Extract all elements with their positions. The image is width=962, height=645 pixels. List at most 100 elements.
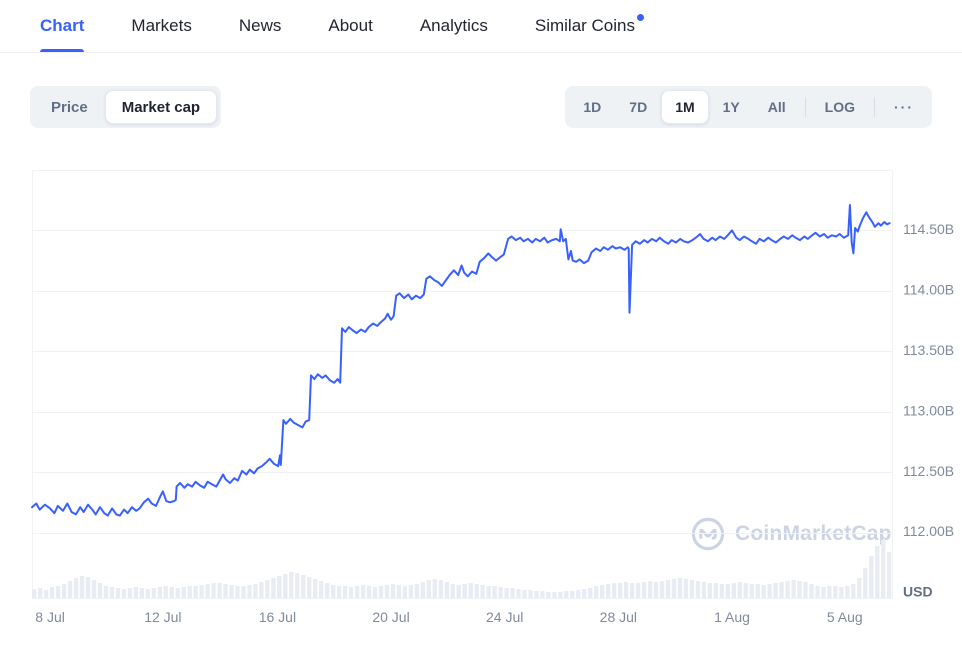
volume-bar <box>420 582 425 598</box>
volume-bar <box>139 588 144 598</box>
range-all-button[interactable]: All <box>754 90 800 124</box>
volume-bar <box>677 578 683 598</box>
range-1y-button[interactable]: 1Y <box>709 90 754 124</box>
tab-analytics[interactable]: Analytics <box>420 0 488 52</box>
volume-bar <box>91 580 97 598</box>
volume-bar <box>623 582 629 598</box>
x-axis-label: 24 Jul <box>486 609 523 625</box>
volume-bar <box>193 586 198 598</box>
volume-bar <box>522 590 527 598</box>
volume-bar <box>97 583 103 598</box>
tab-news[interactable]: News <box>239 0 282 52</box>
volume-bar <box>265 580 270 598</box>
log-scale-button[interactable]: LOG <box>811 90 869 124</box>
market-cap-line <box>31 204 891 517</box>
volume-bar <box>863 568 868 598</box>
tab-chart[interactable]: Chart <box>40 0 85 52</box>
range-7d-button[interactable]: 7D <box>615 90 661 124</box>
volume-bar <box>271 578 276 598</box>
volume-bar <box>444 582 449 598</box>
tab-analytics-label: Analytics <box>419 16 488 35</box>
volume-bar <box>851 584 856 598</box>
volume-bar <box>342 586 348 598</box>
volume-bar <box>588 588 593 598</box>
volume-bar <box>773 583 778 598</box>
divider <box>804 97 806 117</box>
volume-bar <box>821 587 826 598</box>
volume-bar <box>181 587 186 598</box>
currency-unit-label: USD <box>903 584 933 600</box>
more-options-button[interactable]: ··· <box>880 90 928 124</box>
volume-bar <box>283 574 288 598</box>
tab-similar-coins-label: Similar Coins <box>534 16 635 35</box>
volume-bar <box>38 588 43 598</box>
volume-bar <box>618 583 623 598</box>
volume-bar <box>319 581 324 598</box>
volume-bar <box>809 584 814 598</box>
volume-bar <box>49 587 55 598</box>
volume-bar <box>600 585 605 598</box>
volume-bar <box>259 582 264 598</box>
volume-bar <box>331 585 336 598</box>
market-cap-toggle-button[interactable]: Market cap <box>104 90 218 124</box>
volume-bar <box>211 583 216 598</box>
metric-toggle: Price Market cap <box>30 86 222 128</box>
volume-bar <box>103 586 109 598</box>
volume-bar <box>169 587 174 598</box>
volume-bar <box>504 588 509 598</box>
x-axis-label: 5 Aug <box>827 609 863 625</box>
volume-bar <box>546 592 551 598</box>
y-axis-label: 114.50B <box>903 221 954 237</box>
volume-bar <box>396 585 402 598</box>
tab-bar: Chart Markets News About Analytics Simil… <box>0 0 962 53</box>
volume-bar <box>869 556 874 598</box>
volume-bar <box>133 587 138 598</box>
tab-markets[interactable]: Markets <box>131 0 191 52</box>
x-axis-label: 1 Aug <box>714 609 750 625</box>
volume-bar <box>426 580 431 598</box>
tab-similar-coins[interactable]: Similar Coins <box>534 0 644 52</box>
volume-bar <box>390 584 396 598</box>
volume-bar <box>629 583 635 598</box>
volume-bar <box>462 584 467 598</box>
tab-news-label: News <box>238 16 282 35</box>
volume-bar <box>145 589 150 598</box>
x-axis-label: 16 Jul <box>259 609 296 625</box>
volume-bar <box>845 586 850 598</box>
volume-bar <box>336 586 342 598</box>
volume-bar <box>109 587 115 598</box>
volume-bar <box>79 576 85 598</box>
volume-bar <box>857 578 862 598</box>
y-axis-label: 112.50B <box>903 463 954 479</box>
price-toggle-button[interactable]: Price <box>34 90 105 124</box>
volume-bar <box>492 586 497 598</box>
volume-bar <box>725 584 730 598</box>
y-axis-label: 112.00B <box>903 523 954 539</box>
volume-bar <box>875 546 880 598</box>
volume-bar <box>408 585 414 598</box>
y-axis-label: 113.50B <box>903 342 954 358</box>
volume-bar <box>647 581 653 598</box>
volume-bar <box>199 585 204 598</box>
volume-bar <box>695 581 701 598</box>
volume-bar <box>534 591 539 598</box>
volume-bar <box>510 588 515 598</box>
volume-bar <box>594 586 599 598</box>
chart-controls: Price Market cap 1D 7D 1M 1Y All LOG ··· <box>30 86 932 128</box>
tab-about[interactable]: About <box>328 0 372 52</box>
volume-bar <box>689 580 695 598</box>
volume-bar <box>516 589 521 598</box>
range-1d-button[interactable]: 1D <box>569 90 615 124</box>
volume-bar <box>552 592 557 598</box>
chart-plot-area[interactable]: 114.50B 114.00B 113.50B 113.00B 112.50B 112.0… <box>0 160 962 645</box>
range-1m-button[interactable]: 1M <box>661 90 709 124</box>
volume-bar <box>641 582 647 598</box>
volume-bar <box>151 588 156 598</box>
volume-bar <box>540 591 545 598</box>
volume-bar <box>606 584 611 598</box>
chart-area: CoinMarketCap 114.50B 114.00B 113.50B 113.0… <box>0 160 962 645</box>
volume-bar <box>737 582 742 598</box>
volume-bar <box>157 587 162 598</box>
volume-bar <box>665 580 671 598</box>
